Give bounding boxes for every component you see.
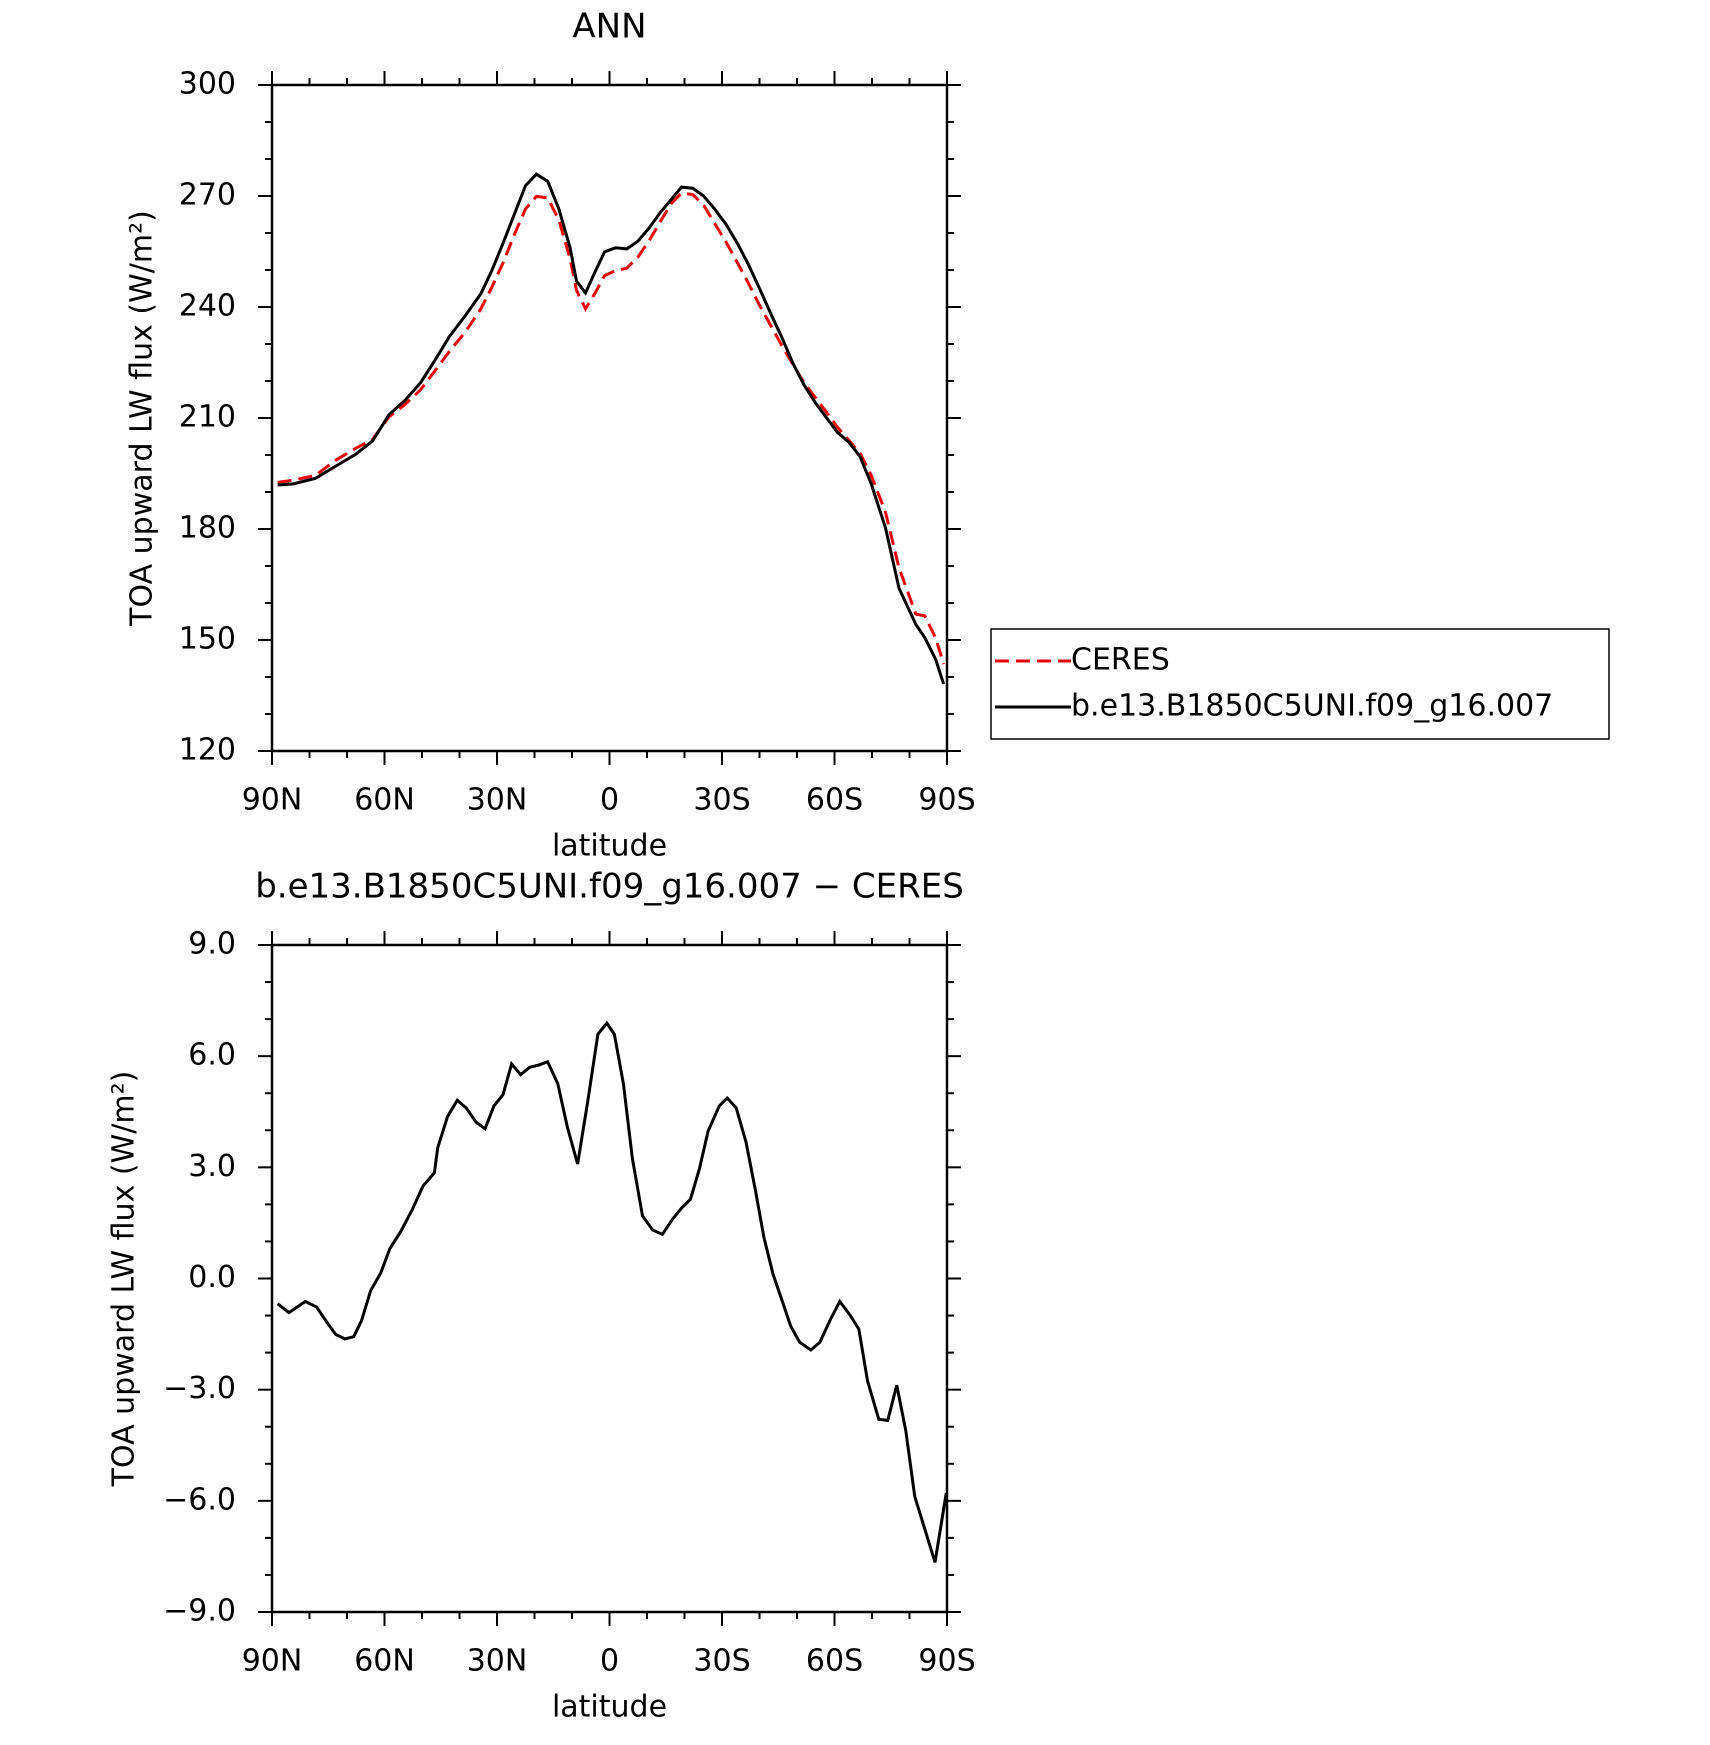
x-tick-label: 60S	[806, 783, 863, 818]
legend-box	[990, 628, 1610, 740]
x-tick-label: 30S	[693, 783, 750, 818]
x-tick-label: 30N	[467, 783, 528, 818]
x-tick-label: 30N	[467, 1644, 528, 1679]
y-tick-label: 0.0	[188, 1260, 236, 1295]
x-tick-label: 30S	[693, 1644, 750, 1679]
x-tick-label: 0	[600, 783, 619, 818]
y-tick-label: 150	[179, 622, 236, 657]
y-tick-label: −9.0	[163, 1594, 236, 1629]
x-tick-label: 60N	[354, 783, 415, 818]
x-tick-label: 0	[600, 1644, 619, 1679]
chart-title: b.e13.B1850C5UNI.f09_g16.007 − CERES	[255, 867, 964, 907]
y-tick-label: 9.0	[188, 927, 236, 962]
plot-frame	[270, 943, 949, 1614]
x-axis-label: latitude	[552, 829, 667, 864]
y-tick-label: 180	[179, 511, 236, 546]
y-tick-label: 300	[179, 67, 236, 102]
y-tick-label: 210	[179, 400, 236, 435]
y-tick-label: 120	[179, 733, 236, 768]
x-axis-label: latitude	[552, 1690, 667, 1725]
y-tick-label: 240	[179, 289, 236, 324]
data-line	[277, 172, 946, 685]
x-tick-label: 60S	[806, 1644, 863, 1679]
legend-label: CERES	[1071, 643, 1170, 678]
x-tick-label: 90S	[918, 1644, 975, 1679]
x-tick-label: 90N	[242, 783, 303, 818]
y-axis-label: TOA upward LW flux (W/m²)	[107, 1071, 142, 1488]
y-axis-label: TOA upward LW flux (W/m²)	[125, 210, 160, 627]
data-line	[276, 1020, 948, 1563]
plot-frame	[270, 83, 949, 753]
x-tick-label: 90S	[918, 783, 975, 818]
y-tick-label: 6.0	[188, 1038, 236, 1073]
x-tick-label: 60N	[354, 1644, 415, 1679]
y-tick-label: 3.0	[188, 1149, 236, 1184]
x-tick-label: 90N	[242, 1644, 303, 1679]
y-tick-label: 270	[179, 178, 236, 213]
y-tick-label: −6.0	[163, 1482, 236, 1517]
data-line	[277, 191, 946, 665]
legend-label: b.e13.B1850C5UNI.f09_g16.007	[1071, 689, 1553, 724]
chart-title: ANN	[572, 7, 646, 47]
y-tick-label: −3.0	[163, 1371, 236, 1406]
